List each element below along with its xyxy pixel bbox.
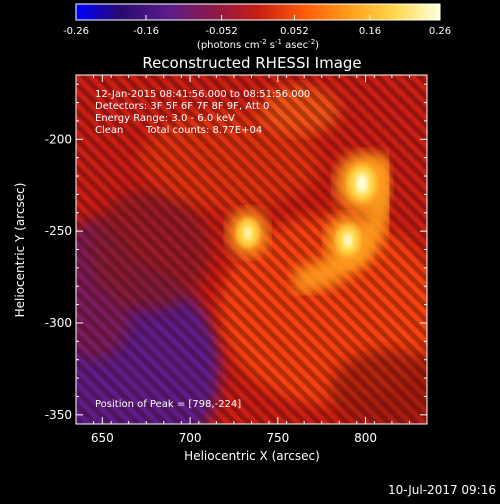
y-tick-label: -300: [45, 316, 72, 330]
bright-region: [140, 110, 320, 210]
artifact-stripe: [94, 75, 427, 409]
artifact-stripe: [76, 246, 252, 424]
artifact-stripe: [360, 75, 427, 144]
artifact-stripe: [76, 233, 266, 424]
artifact-stripe: [150, 75, 427, 353]
colorbar-tick-label: 0.052: [280, 26, 309, 37]
artifact-stripe: [220, 75, 427, 283]
artifact-stripe: [290, 75, 427, 214]
artifact-stripe: [76, 135, 364, 424]
footer-timestamp: 10-Jul-2017 09:16: [388, 483, 496, 497]
colorbar-tick-label: -0.26: [63, 26, 89, 37]
annotation-clean: Clean: [95, 125, 123, 136]
dark-region: [90, 190, 210, 310]
artifact-stripe: [76, 149, 350, 424]
artifact-stripe: [0, 75, 68, 424]
y-axis-label: Heliocentric Y (arcsec): [13, 183, 27, 318]
chart-title: Reconstructed RHESSI Image: [142, 54, 361, 72]
heatmap-image: [0, 75, 500, 424]
colorbar-unit-label: (photons cm-2 s-1 asec-2): [197, 38, 319, 51]
artifact-stripe: [76, 163, 336, 424]
source-peak: [356, 173, 369, 194]
artifact-stripe: [76, 344, 154, 424]
source-peak: [244, 227, 252, 239]
artifact-stripe: [262, 75, 427, 242]
artifact-stripe: [488, 75, 500, 424]
artifact-stripe: [108, 75, 427, 395]
artifact-stripe: [460, 75, 500, 424]
annotation-total-counts: Total counts: 8.77E+04: [145, 125, 262, 136]
artifact-stripe: [474, 75, 500, 424]
artifact-stripe: [76, 205, 294, 424]
artifact-stripe: [76, 316, 182, 424]
artifact-stripe: [76, 302, 196, 424]
x-tick-label: 650: [91, 431, 114, 445]
artifact-stripe: [76, 260, 238, 424]
y-tick-label: -250: [45, 224, 72, 238]
artifact-stripe: [446, 75, 500, 424]
x-tick-label: 750: [266, 431, 289, 445]
artifact-stripe: [76, 288, 210, 424]
artifact-stripe: [0, 75, 54, 424]
artifact-stripe: [136, 75, 427, 367]
artifact-stripe: [346, 75, 427, 158]
artifact-stripe: [432, 75, 500, 424]
artifact-stripe: [206, 75, 427, 297]
annotation-energy: Energy Range: 3.0 - 6.0 keV: [95, 113, 235, 124]
artifact-stripe: [76, 177, 322, 424]
annotation-peak: Position of Peak = [798,-224]: [95, 399, 241, 410]
artifact-stripe: [234, 75, 427, 269]
artifact-stripe: [76, 330, 168, 424]
colorbar-tick-label: 0.26: [429, 26, 451, 37]
artifact-stripe: [332, 75, 427, 172]
x-axis-label: Heliocentric X (arcsec): [184, 449, 320, 463]
artifact-stripe: [416, 75, 427, 88]
artifact-stripe: [304, 75, 427, 200]
artifact-stripe: [76, 358, 140, 424]
artifact-stripe: [276, 75, 427, 228]
artifact-stripe: [318, 75, 427, 186]
artifact-stripe: [76, 274, 224, 424]
artifact-stripe: [76, 107, 392, 424]
y-tick-label: -200: [45, 132, 72, 146]
artifact-stripe: [76, 219, 280, 424]
bright-region: [260, 85, 340, 135]
artifact-stripe: [76, 93, 406, 424]
dark-region: [330, 350, 427, 424]
colorbar-tick-label: -0.052: [205, 26, 237, 37]
artifact-stripe: [122, 75, 427, 381]
annotation-time: 12-Jan-2015 08:41:56.000 to 08:51:56.000: [95, 89, 310, 100]
source-peak: [343, 233, 353, 248]
axes: 650 700 750 800 -350 -300 -250 -200: [45, 75, 428, 445]
colorbar: [75, 3, 441, 21]
x-tick-label: 800: [354, 431, 377, 445]
x-tick-label: 700: [179, 431, 202, 445]
y-tick-label: -350: [45, 408, 72, 422]
colorbar-ticks: -0.26 -0.16 -0.052 0.052 0.16 0.26: [63, 15, 451, 37]
colorbar-tick-label: 0.16: [359, 26, 381, 37]
colorbar-tick-label: -0.16: [133, 26, 159, 37]
annotation-detectors: Detectors: 3F 5F 6F 7F 8F 9F, Att 0: [95, 101, 269, 112]
artifact-stripe: [76, 121, 378, 424]
artifact-stripe: [76, 191, 308, 424]
